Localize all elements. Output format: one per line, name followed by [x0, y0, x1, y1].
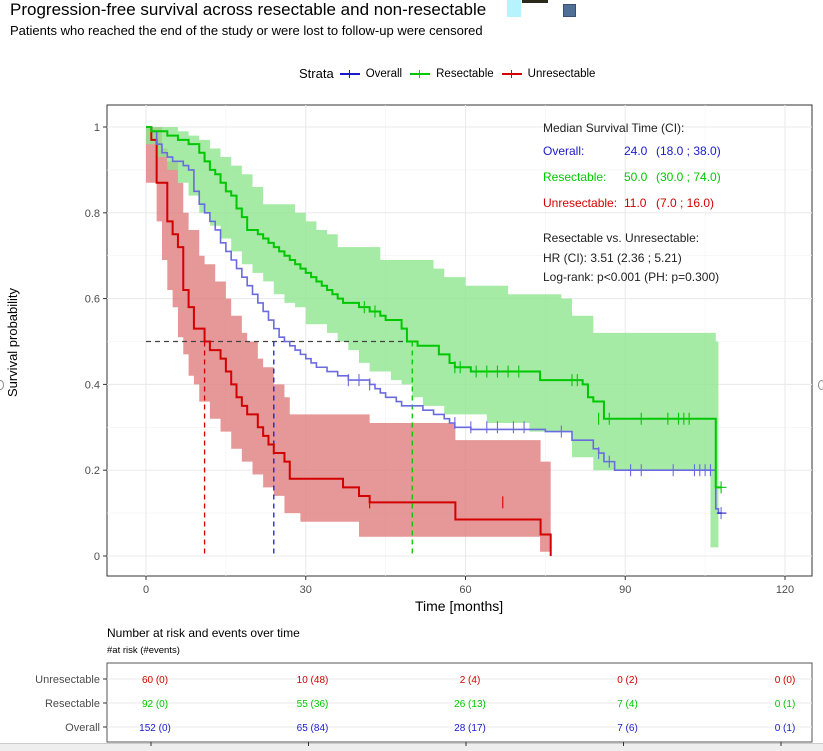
risk-cell: 65 (84) — [297, 723, 329, 734]
risk-row-label: Overall — [65, 722, 100, 734]
overlay-artifact — [507, 0, 521, 17]
legend-swatch-overall — [339, 69, 360, 79]
x-axis-label: Time [months] — [415, 598, 504, 614]
legend-item-overall: Overall — [339, 67, 403, 80]
risk-cell: 10 (48) — [297, 675, 329, 686]
risk-cell: 92 (0) — [142, 699, 168, 710]
survival-curve-unresectable — [146, 126, 552, 556]
risk-table-subtitle: #at risk (#events) — [107, 645, 180, 656]
logrank-test: Log-rank: p<0.001 (PH: p=0.300) — [543, 270, 719, 284]
window-square-icon[interactable] — [563, 4, 576, 17]
ci-band-resectable — [146, 127, 719, 548]
median-value: 11.0 — [624, 196, 647, 210]
y-tick-label: 1 — [94, 122, 100, 134]
median-ci: (30.0 ; 74.0) — [656, 170, 721, 184]
risk-cell: 26 (13) — [454, 699, 486, 710]
legend-swatch-resectable — [410, 69, 431, 79]
comparison-title: Resectable vs. Unresectable: — [543, 231, 699, 245]
risk-cell: 0 (0) — [775, 675, 796, 686]
median-ci: (7.0 ; 16.0) — [656, 196, 714, 210]
median-value: 50.0 — [624, 170, 648, 184]
y-tick-label: 0.2 — [85, 465, 100, 477]
legend-label-overall: Overall — [365, 67, 403, 80]
x-tick-label: 120 — [776, 584, 794, 596]
median-label-overall: Overall: — [543, 144, 584, 158]
risk-cell: 7 (4) — [617, 699, 638, 710]
median-ci: (18.0 ; 38.0) — [656, 144, 721, 158]
median-value: 24.0 — [624, 144, 648, 158]
median-label-resectable: Resectable: — [543, 170, 606, 184]
bottom-scrollbar[interactable] — [0, 743, 823, 751]
legend-item-resectable: Resectable — [410, 68, 494, 80]
x-tick-label: 0 — [143, 584, 149, 596]
risk-cell: 0 (1) — [775, 699, 796, 710]
risk-cell: 0 (1) — [775, 723, 796, 734]
risk-row-label: Unresectable — [35, 674, 100, 686]
x-tick-label: 90 — [619, 584, 631, 596]
scroll-handle-right[interactable] — [818, 380, 823, 390]
risk-cell: 2 (4) — [460, 675, 481, 686]
legend-item-unresectable: Unresectable — [501, 67, 596, 80]
hazard-ratio: HR (CI): 3.51 (2.36 ; 5.21) — [543, 251, 682, 265]
x-tick-label: 60 — [459, 584, 471, 596]
risk-cell: 152 (0) — [139, 723, 171, 734]
survival-curve-overall — [146, 126, 722, 514]
overlay-artifact — [522, 0, 548, 3]
median-label-unresectable: Unresectable: — [543, 196, 617, 210]
legend: Strata Overall Resectable Unresectable — [299, 66, 603, 81]
risk-row-label: Resectable — [45, 698, 100, 710]
risk-cell: 55 (36) — [297, 699, 329, 710]
chart-subtitle: Patients who reached the end of the stud… — [10, 23, 483, 38]
risk-table-title: Number at risk and events over time — [107, 626, 300, 640]
median-title: Median Survival Time (CI): — [543, 121, 684, 135]
legend-label-resectable: Resectable — [436, 67, 494, 80]
scroll-handle-left[interactable] — [0, 380, 4, 390]
x-tick-label: 30 — [300, 584, 312, 596]
legend-swatch-unresectable — [501, 69, 522, 79]
y-tick-label: 0 — [94, 551, 100, 563]
legend-label-unresectable: Unresectable — [527, 67, 596, 80]
legend-title: Strata — [299, 66, 334, 81]
ci-band-unresectable — [146, 127, 551, 552]
chart-title: Progression-free survival across resecta… — [10, 0, 487, 19]
risk-cell: 0 (2) — [617, 675, 638, 686]
risk-cell: 28 (17) — [454, 723, 486, 734]
risk-cell: 60 (0) — [142, 675, 168, 686]
risk-cell: 7 (6) — [617, 723, 638, 734]
y-tick-label: 0.6 — [85, 294, 100, 306]
y-tick-label: 0.4 — [85, 379, 100, 391]
y-tick-label: 0.8 — [85, 208, 100, 220]
